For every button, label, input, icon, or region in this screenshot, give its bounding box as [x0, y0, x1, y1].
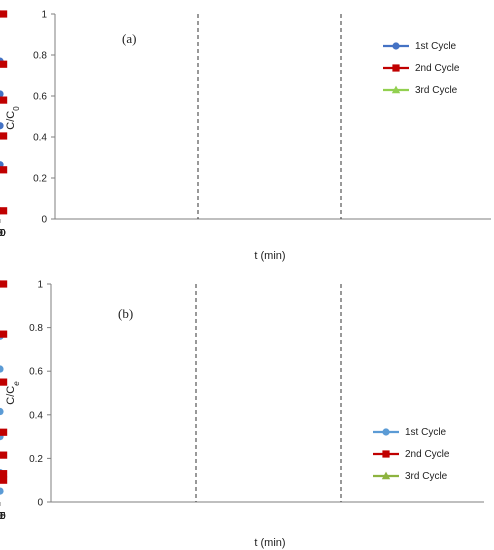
- chart-a-legend-marker-2nd-cycle: [383, 64, 409, 72]
- chart-b-x-tick-label-2nd-cycle-0: 0: [0, 511, 3, 522]
- chart-a-y-tick-label-2: 0.4: [33, 133, 47, 144]
- chart-b-y-tick-label-1: 0.2: [29, 454, 43, 465]
- chart-a-legend: 1st Cycle 2nd Cycle 3rd Cycle: [383, 41, 460, 96]
- chart-b-legend: 1st Cycle 2nd Cycle 3rd Cycle: [373, 427, 450, 482]
- chart-b-y-axis-title-main: C/C: [5, 386, 17, 405]
- chart-b-legend-item-2nd-cycle: 2nd Cycle: [373, 449, 450, 460]
- chart-b-point-1st-cycle-2: [0, 365, 4, 373]
- chart-a-point-2nd-cycle-1: [0, 60, 8, 68]
- chart-a-x-axis-title: t (min): [254, 250, 285, 262]
- chart-b-y-axis-title: C/Ce: [5, 381, 21, 405]
- chart-a-point-2nd-cycle-2: [0, 96, 8, 104]
- chart-b-y-axis-title-sub: e: [12, 381, 21, 386]
- chart-a-x-tick-label-2nd-cycle-3: 90: [0, 228, 6, 239]
- chart-b-point-2nd-cycle-5: [0, 470, 8, 478]
- chart-b-panel-label: (b): [118, 306, 133, 321]
- chart-a-legend-symbol-2nd-cycle: [392, 64, 400, 72]
- chart-b-point-2nd-cycle-4: [0, 451, 8, 459]
- chart-a-legend-marker-3rd-cycle: [383, 85, 409, 94]
- chart-b-legend-item-3rd-cycle: 3rd Cycle: [373, 471, 448, 482]
- chart-a-x-tick-label-2nd-cycle-2: 60: [0, 228, 6, 239]
- chart-b-x-tick-label-3rd-cycle-2: 30: [0, 511, 6, 522]
- chart-a-x-tick-label-3rd-cycle-1: 30: [0, 228, 6, 239]
- chart-a-panel-label: (a): [122, 31, 136, 46]
- chart-a-y-tick-label-5: 1: [41, 10, 47, 21]
- chart-b-point-1st-cycle-3: [0, 407, 4, 416]
- chart-b-point-2nd-cycle-3: [0, 428, 8, 436]
- chart-b-y-tick-label-3: 0.6: [29, 367, 43, 378]
- chart-a: 00.20.40.60.81030609003060900306090 (a) …: [0, 10, 491, 262]
- chart-a-plot-layer: 00.20.40.60.81030609003060900306090: [0, 10, 491, 239]
- chart-b-point-1st-cycle-6: [0, 487, 4, 495]
- chart-a-y-axis-title-main: C/C: [5, 111, 17, 130]
- chart-b-y-tick-label-5: 1: [37, 280, 43, 291]
- chart-b-point-2nd-cycle-0: [0, 280, 8, 288]
- chart-b-point-2nd-cycle-6: [0, 476, 8, 484]
- chart-b-x-tick-label-2nd-cycle-2: 30: [0, 511, 6, 522]
- chart-a-x-tick-label-2nd-cycle-1: 30: [0, 228, 6, 239]
- chart-b-legend-symbol-3rd-cycle: [381, 471, 391, 480]
- chart-a-legend-symbol-3rd-cycle: [391, 85, 401, 94]
- chart-a-legend-item-2nd-cycle: 2nd Cycle: [383, 63, 460, 74]
- chart-a-legend-item-1st-cycle: 1st Cycle: [383, 41, 457, 52]
- chart-b-legend-marker-3rd-cycle: [373, 471, 399, 480]
- chart-a-point-2nd-cycle-5: [0, 207, 8, 215]
- chart-a-legend-item-3rd-cycle: 3rd Cycle: [383, 85, 458, 96]
- chart-b-legend-marker-1st-cycle: [373, 428, 399, 436]
- chart-b-x-axis-title: t (min): [254, 537, 285, 549]
- chart-b-x-tick-label-2nd-cycle-1: 15: [0, 511, 6, 522]
- chart-a-legend-label-1st-cycle: 1st Cycle: [415, 41, 457, 52]
- chart-a-point-2nd-cycle-3: [0, 132, 8, 140]
- chart-a-x-tick-label-3rd-cycle-0: 0: [0, 228, 3, 239]
- chart-b-x-tick-label-1st-cycle-0: 0: [0, 511, 3, 522]
- chart-a-legend-marker-1st-cycle: [383, 42, 409, 50]
- chart-b-legend-marker-2nd-cycle: [373, 450, 399, 458]
- chart-a-legend-label-3rd-cycle: 3rd Cycle: [415, 85, 458, 96]
- chart-a-y-axis-title-sub: 0: [12, 106, 21, 111]
- chart-a-x-tick-label-1st-cycle-0: 0: [0, 228, 3, 239]
- chart-a-x-tick-label-3rd-cycle-3: 90: [0, 228, 6, 239]
- chart-b-plot-layer: 00.20.40.60.81015300153001530: [0, 280, 484, 522]
- chart-b-x-tick-label-3rd-cycle-0: 0: [0, 511, 3, 522]
- chart-a-x-tick-label-1st-cycle-2: 60: [0, 228, 6, 239]
- chart-b-x-tick-label-1st-cycle-1: 15: [0, 511, 6, 522]
- chart-b-y-tick-label-2: 0.4: [29, 410, 43, 421]
- chart-b-x-tick-label-1st-cycle-2: 30: [0, 511, 6, 522]
- chart-b-point-2nd-cycle-1: [0, 330, 8, 338]
- chart-a-y-axis-title: C/C0: [5, 106, 21, 130]
- chart-a-point-1st-cycle-2: [0, 90, 4, 98]
- chart-b-y-tick-label-4: 0.8: [29, 323, 43, 334]
- chart-b-point-2nd-cycle-2: [0, 378, 8, 386]
- chart-b-y-tick-label-0: 0: [37, 498, 43, 509]
- chart-a-point-2nd-cycle-0: [0, 10, 8, 18]
- chart-a-y-tick-label-1: 0.2: [33, 174, 47, 185]
- chart-a-y-tick-label-0: 0: [41, 215, 47, 226]
- chart-b-legend-label-1st-cycle: 1st Cycle: [405, 427, 447, 438]
- chart-b-legend-symbol-2nd-cycle: [382, 450, 390, 458]
- chart-b-legend-label-3rd-cycle: 3rd Cycle: [405, 471, 448, 482]
- chart-a-legend-label-2nd-cycle: 2nd Cycle: [415, 63, 460, 74]
- chart-a-y-tick-label-3: 0.6: [33, 92, 47, 103]
- chart-a-y-tick-label-4: 0.8: [33, 51, 47, 62]
- chart-a-x-tick-label-3rd-cycle-2: 60: [0, 228, 6, 239]
- chart-b-legend-item-1st-cycle: 1st Cycle: [373, 427, 447, 438]
- chart-a-point-1st-cycle-3: [0, 122, 4, 130]
- chart-a-x-tick-label-2nd-cycle-0: 0: [0, 228, 3, 239]
- chart-b-x-tick-label-3rd-cycle-1: 15: [0, 511, 6, 522]
- chart-b-legend-symbol-1st-cycle: [382, 428, 390, 436]
- chart-a-x-tick-label-1st-cycle-3: 90: [0, 228, 6, 239]
- chart-a-legend-symbol-1st-cycle: [392, 42, 400, 50]
- chart-b-legend-label-2nd-cycle: 2nd Cycle: [405, 449, 450, 460]
- chart-b: 00.20.40.60.81015300153001530 (b) C/Ce t…: [0, 280, 484, 549]
- chart-a-point-2nd-cycle-4: [0, 166, 8, 174]
- chart-a-x-tick-label-1st-cycle-1: 30: [0, 228, 6, 239]
